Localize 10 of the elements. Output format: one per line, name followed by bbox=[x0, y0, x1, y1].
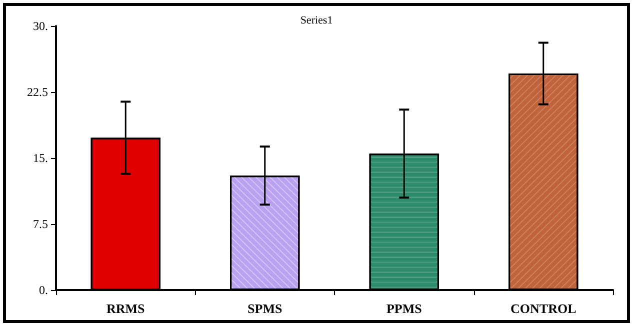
x-tick-label: PPMS bbox=[386, 301, 422, 316]
y-tick-label: 15. bbox=[33, 151, 48, 165]
x-tick-label: CONTROL bbox=[510, 301, 577, 316]
y-tick-label: 7.5 bbox=[33, 217, 48, 231]
y-tick-label: 30. bbox=[33, 19, 48, 33]
x-tick-label: SPMS bbox=[248, 301, 282, 316]
y-tick-label: 22.5 bbox=[27, 85, 48, 99]
x-tick-label: RRMS bbox=[106, 301, 145, 316]
y-tick-label: 0. bbox=[39, 283, 48, 297]
chart-title: Series1 bbox=[300, 14, 333, 26]
